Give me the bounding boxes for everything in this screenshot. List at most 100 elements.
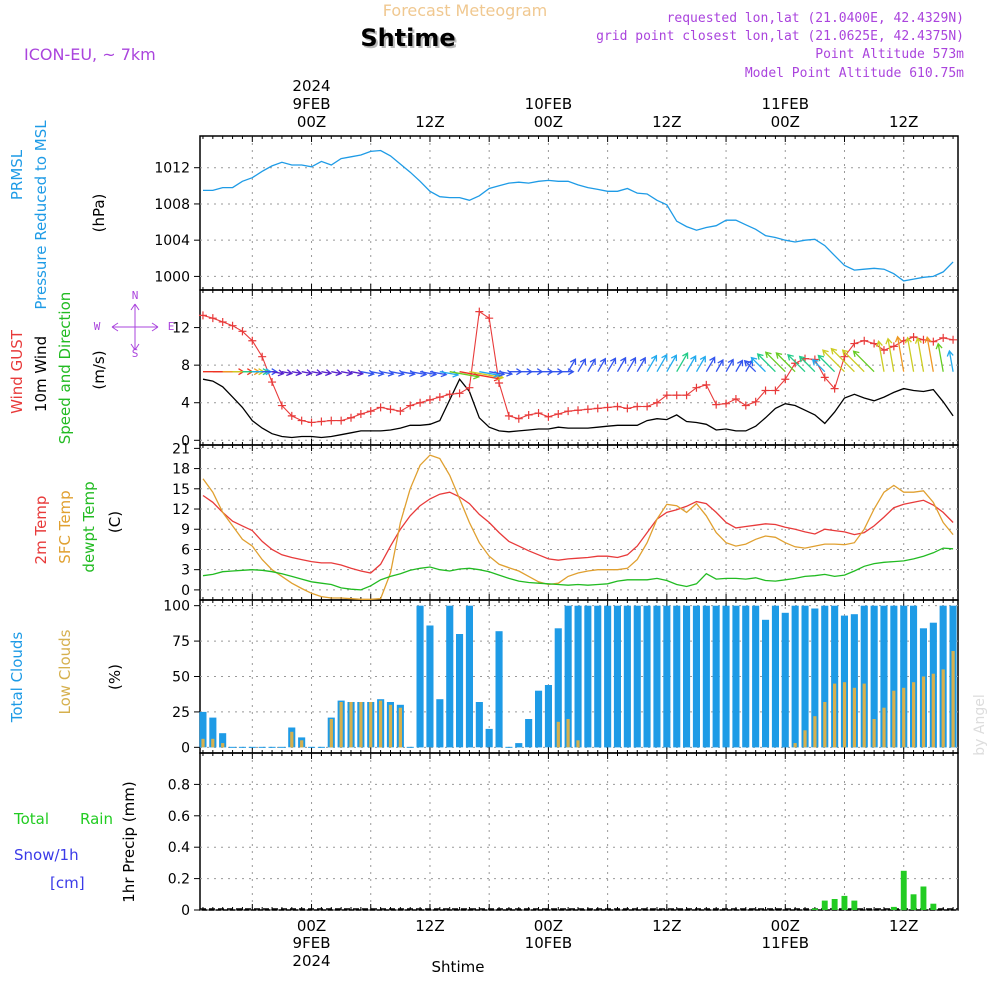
gust-marker bbox=[830, 384, 839, 393]
low-clouds-bar bbox=[862, 683, 866, 748]
wind-direction-arrow bbox=[822, 349, 845, 373]
bottom-time-label: 00Z bbox=[297, 917, 326, 935]
gust-marker bbox=[366, 407, 375, 416]
gridpoint-coordinates: grid point closest lon,lat (21.0625E, 42… bbox=[596, 29, 964, 44]
low-clouds-bar bbox=[793, 743, 797, 748]
low-clouds-bar bbox=[892, 690, 896, 748]
gust-marker bbox=[514, 414, 523, 423]
wind-direction-arrow bbox=[725, 358, 734, 373]
total-clouds-bar bbox=[446, 605, 454, 748]
total-clouds-bar bbox=[199, 711, 207, 748]
low-clouds-bar bbox=[882, 707, 886, 748]
wind-direction-arrow bbox=[380, 369, 395, 377]
gust-marker bbox=[791, 359, 800, 368]
temp-2m-line bbox=[202, 491, 954, 574]
total-clouds-bar bbox=[712, 605, 720, 748]
low-clouds-bar bbox=[566, 719, 570, 748]
low-clouds-bar bbox=[823, 702, 827, 748]
gust-marker bbox=[682, 391, 691, 400]
gust-marker bbox=[268, 378, 277, 387]
wind-direction-arrow bbox=[281, 369, 294, 377]
y-tick-label: 12 bbox=[172, 321, 190, 337]
gust-marker bbox=[337, 416, 346, 425]
low-clouds-bar bbox=[833, 683, 837, 748]
gust-marker bbox=[228, 321, 237, 330]
gust-marker bbox=[524, 410, 533, 419]
gust-marker bbox=[870, 339, 879, 348]
wind-direction-arrow bbox=[646, 354, 658, 373]
footer-station: Shtime bbox=[432, 958, 485, 976]
total-clouds-bar bbox=[475, 702, 483, 748]
low-clouds-bar bbox=[852, 687, 856, 748]
compass-rose-icon: N S W E bbox=[94, 289, 175, 360]
forecast-meteogram-title: Forecast Meteogram bbox=[383, 1, 547, 20]
wind-direction-arrow bbox=[469, 371, 505, 381]
wind-direction-arrow bbox=[676, 352, 689, 373]
gust-marker bbox=[731, 394, 740, 403]
total-clouds-bar bbox=[821, 605, 829, 748]
requested-coordinates: requested lon,lat (21.0400E, 42.4329N) bbox=[667, 11, 964, 26]
gust-marker bbox=[662, 391, 671, 400]
wind-10m-line bbox=[202, 377, 954, 439]
y-tick-label: 9 bbox=[181, 522, 190, 538]
gust-marker bbox=[416, 398, 425, 407]
total-clouds-bar bbox=[535, 690, 543, 748]
low-clouds-bar bbox=[329, 719, 333, 748]
wind-direction-arrow bbox=[775, 352, 796, 373]
wind-direction-arrow bbox=[321, 369, 333, 377]
wind-direction-arrow bbox=[811, 358, 826, 373]
bottom-time-label: 12Z bbox=[889, 917, 918, 935]
y-tick-label: 100 bbox=[163, 599, 190, 615]
wind-unit: (m/s) bbox=[90, 350, 108, 389]
y-tick-label: 1012 bbox=[154, 161, 190, 177]
gust-marker bbox=[623, 404, 632, 413]
gust-marker bbox=[386, 405, 395, 414]
low-clouds-bar bbox=[556, 721, 560, 748]
total-clouds-bar bbox=[702, 605, 710, 748]
y-tick-label: 0 bbox=[181, 433, 190, 449]
y-tick-label: 8 bbox=[181, 358, 190, 374]
rain-bar bbox=[920, 886, 927, 910]
total-clouds-bar bbox=[781, 612, 789, 748]
gust-marker bbox=[593, 404, 602, 413]
wind-direction-arrow bbox=[350, 369, 365, 377]
total-clouds-bar bbox=[465, 605, 473, 748]
low-clouds-bar bbox=[576, 740, 580, 748]
total-clouds-bar bbox=[850, 614, 858, 748]
gust-marker bbox=[761, 386, 770, 395]
wind-direction-arrow bbox=[743, 359, 757, 373]
compass-s: S bbox=[132, 347, 139, 360]
pressure-unit: (hPa) bbox=[90, 194, 108, 233]
gust-marker bbox=[633, 402, 642, 411]
top-time-label: 00Z bbox=[771, 113, 800, 131]
bottom-time-label: 00Z bbox=[534, 917, 563, 935]
low-clouds-bar bbox=[379, 700, 383, 748]
wind-direction-arrow bbox=[686, 354, 697, 373]
total-clouds-bar bbox=[762, 619, 770, 748]
total-clouds-bar bbox=[910, 605, 918, 748]
wind-direction-arrow bbox=[750, 356, 766, 373]
gust-marker bbox=[455, 389, 464, 398]
gust-marker bbox=[544, 412, 553, 421]
gust-marker bbox=[712, 400, 721, 409]
gust-marker bbox=[376, 403, 385, 412]
bottom-time-label: 00Z bbox=[771, 917, 800, 935]
total-clouds-bar bbox=[525, 719, 533, 748]
low-clouds-bar bbox=[369, 702, 373, 748]
low-clouds-bar bbox=[941, 669, 945, 748]
speed-direction-label: Speed and Direction bbox=[56, 292, 74, 445]
total-clouds-bar bbox=[436, 699, 444, 748]
rain-bar bbox=[831, 899, 838, 910]
gust-marker bbox=[603, 403, 612, 412]
total-clouds-bar bbox=[900, 605, 908, 748]
total-clouds-bar bbox=[860, 605, 868, 748]
gust-marker bbox=[702, 380, 711, 389]
prmsl-label: PRMSL bbox=[8, 149, 26, 200]
total-clouds-bar bbox=[831, 605, 839, 748]
top-time-label: 00Z bbox=[297, 113, 326, 131]
total-clouds-bar bbox=[840, 615, 848, 748]
gust-marker bbox=[504, 411, 513, 420]
total-clouds-bar bbox=[663, 605, 671, 748]
rain-bar bbox=[900, 870, 907, 911]
